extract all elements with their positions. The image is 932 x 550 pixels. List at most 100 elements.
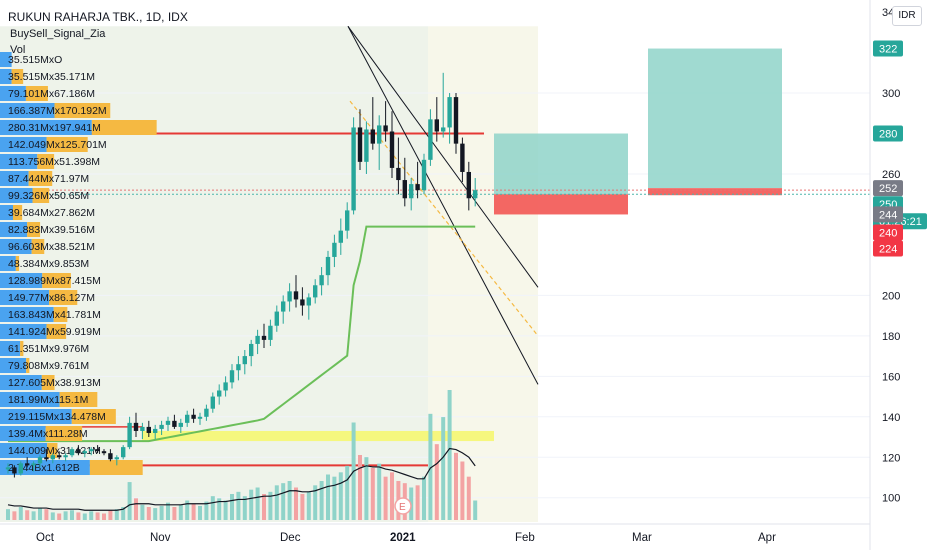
candle-body [153, 428, 158, 433]
profile-label: 61.351Mx9.976M [8, 343, 89, 355]
candle-body [95, 449, 100, 452]
candle-body [268, 325, 273, 340]
volume-bar [274, 485, 279, 520]
trailing-stop-line [8, 225, 476, 443]
candle-body [114, 457, 119, 460]
candle-body [108, 453, 113, 460]
volume-bar [313, 485, 318, 520]
profile-sell-bar [25, 86, 48, 101]
volume-bar [114, 509, 119, 520]
candle-body [82, 451, 87, 454]
profile-label: 166.387Mx170.192M [8, 105, 107, 117]
price-tick-label: 200 [882, 290, 900, 302]
time-tick-label: 2021 [390, 532, 416, 544]
price-badge [873, 206, 903, 223]
loss-zone-2 [648, 188, 782, 196]
price-tick-label: 140 [882, 412, 900, 424]
candle-body [178, 422, 183, 427]
volume-ema-line [7, 447, 476, 511]
earnings-marker[interactable] [394, 497, 412, 515]
earnings-marker-label: E [399, 502, 406, 513]
profile-sell-bar [41, 375, 55, 390]
volume-bar [178, 504, 183, 520]
candle-body [121, 447, 126, 458]
profile-sell-bar [20, 341, 24, 356]
profile-buy-bar [0, 154, 38, 169]
profile-sell-bar [49, 290, 78, 305]
candle-body [383, 125, 388, 132]
candle-body [89, 449, 94, 452]
candle-body [229, 370, 235, 383]
volume-bar [390, 472, 394, 520]
profile-sell-bar [32, 188, 50, 203]
candle-body [172, 420, 177, 427]
price-badge [873, 40, 903, 57]
candle-body [57, 455, 62, 458]
volume-bar [332, 476, 337, 520]
volume-bar [18, 507, 23, 520]
volume-label: Vol [10, 44, 26, 56]
candle-body [191, 414, 196, 419]
profile-sell-bar [91, 120, 157, 135]
profile-sell-bar [59, 392, 98, 407]
volume-bar [134, 498, 138, 520]
profile-label: 82.883Mx39.516M [8, 224, 95, 236]
volume-bar [198, 505, 202, 520]
candle-body [453, 97, 459, 144]
candle-body [409, 184, 414, 199]
currency-button[interactable]: IDR [892, 6, 922, 26]
volume-bar [255, 487, 260, 520]
candle-body [281, 301, 286, 312]
price-badge-label: 280 [879, 129, 897, 141]
profile-buy-bar [0, 443, 48, 458]
price-badge-label: 322 [879, 44, 897, 56]
volume-bar [364, 457, 369, 520]
volume-bar [434, 444, 439, 520]
candle-body [293, 291, 299, 300]
profile-buy-bar [0, 86, 26, 101]
price-tick-label: 260 [882, 169, 900, 181]
price-tick-label: 180 [882, 331, 900, 343]
volume-bar [223, 500, 228, 520]
profile-label: 128.989Mx87.415M [8, 275, 101, 287]
candle-body [223, 382, 228, 391]
profile-buy-bar [0, 392, 60, 407]
profile-buy-bar [0, 52, 12, 67]
volume-bar [57, 513, 62, 520]
profile-buy-bar [0, 188, 33, 203]
candle-body [69, 449, 75, 456]
volume-bar [31, 511, 36, 520]
candles: E [5, 72, 478, 515]
candle-body [377, 125, 382, 144]
volume-bar [428, 413, 433, 520]
profile-label: 113.756Mx51.398M [8, 156, 100, 168]
profile-sell-bar [45, 426, 83, 441]
price-badge [873, 125, 903, 142]
price-badge-label: 244 [879, 209, 897, 221]
profile-label: 48.384Mx9.853M [8, 258, 89, 270]
symbol-title: RUKUN RAHARJA TBK., 1D, IDX [8, 10, 188, 24]
volume-bar [230, 494, 234, 520]
price-badge-label: 240 [879, 227, 897, 239]
profile-buy-bar [0, 426, 46, 441]
profile-label: 39.684Mx27.862M [8, 207, 95, 219]
price-axis: 1001201401601802002603003432228025225001… [869, 0, 932, 550]
time-tick-label: Feb [515, 532, 535, 544]
candle-body [101, 451, 107, 454]
profile-buy-bar [0, 171, 29, 186]
time-tick-label: Mar [632, 532, 652, 544]
volume-bar [300, 494, 305, 520]
profile-sell-bar [47, 443, 58, 458]
volume-bar [281, 483, 286, 520]
volume-bar [166, 502, 170, 520]
candle-body [313, 285, 318, 298]
profile-sell-bar [11, 69, 24, 84]
volume-bar [358, 455, 362, 520]
price-axis-panel [870, 0, 932, 550]
candle-body [146, 426, 151, 433]
price-tick-label: 120 [882, 452, 900, 464]
candle-body [63, 455, 68, 458]
volume-bar [326, 474, 330, 520]
